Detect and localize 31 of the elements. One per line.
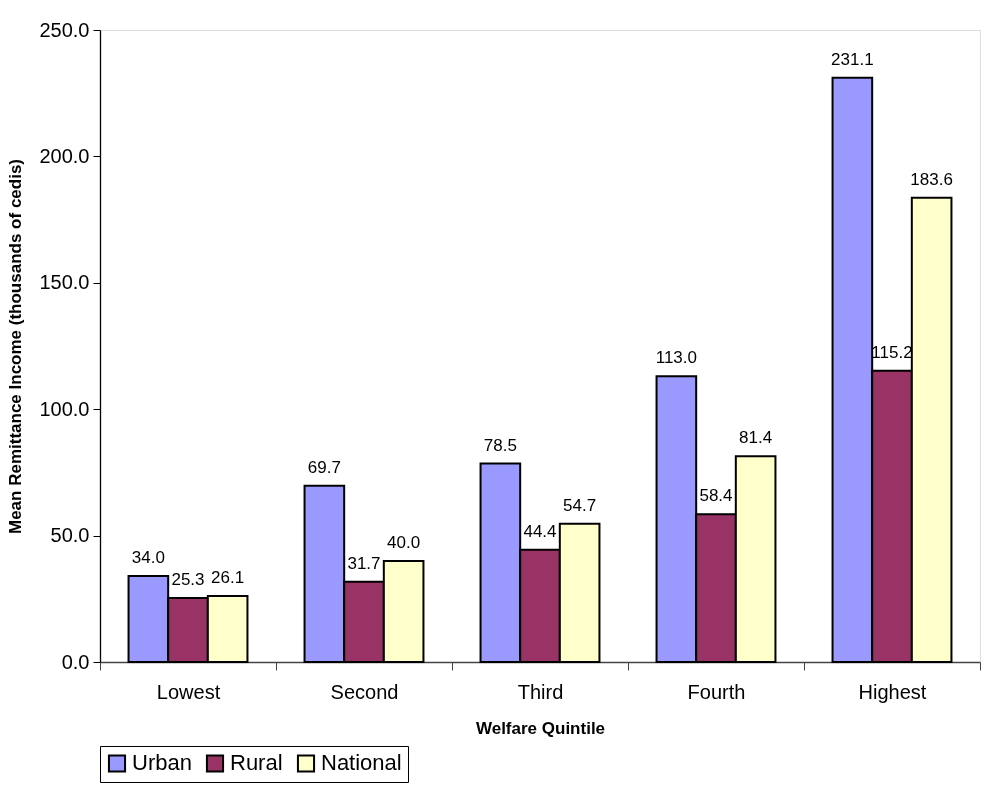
data-label: 40.0	[387, 532, 421, 552]
y-axis-title: Mean Remittance Income (thousands of cedis)	[6, 158, 26, 535]
x-tick-label: Third	[517, 680, 564, 703]
data-label: 58.4	[699, 486, 733, 506]
y-tick-label: 250.0	[39, 18, 90, 41]
data-label: 25.3	[171, 570, 205, 590]
data-label: 34.0	[131, 548, 165, 568]
data-label: 81.4	[739, 428, 773, 448]
legend-label: Rural	[230, 750, 283, 776]
x-tick-label: Fourth	[687, 680, 746, 703]
legend-label: National	[321, 750, 402, 776]
x-tick-label: Highest	[858, 680, 927, 703]
x-tick-label: Lowest	[156, 680, 221, 703]
data-label: 44.4	[523, 521, 557, 541]
y-tick-label: 100.0	[39, 397, 90, 420]
data-label: 113.0	[655, 348, 697, 368]
y-tick-label: 200.0	[39, 144, 90, 167]
data-label: 78.5	[483, 435, 517, 455]
data-label: 183.6	[910, 169, 953, 189]
y-tick-label: 0.0	[61, 650, 90, 673]
x-tick-label: Second	[330, 680, 399, 703]
data-label: 31.7	[347, 553, 381, 573]
y-tick-label: 150.0	[39, 271, 90, 294]
x-axis-title: Welfare Quintile	[475, 718, 606, 738]
data-label: 69.7	[307, 457, 341, 477]
data-label: 231.1	[831, 49, 874, 69]
data-label: 115.2	[871, 342, 913, 362]
y-tick-label: 50.0	[50, 524, 90, 547]
data-label: 26.1	[211, 568, 245, 588]
data-label: 54.7	[563, 495, 597, 515]
legend-label: Urban	[132, 750, 192, 776]
